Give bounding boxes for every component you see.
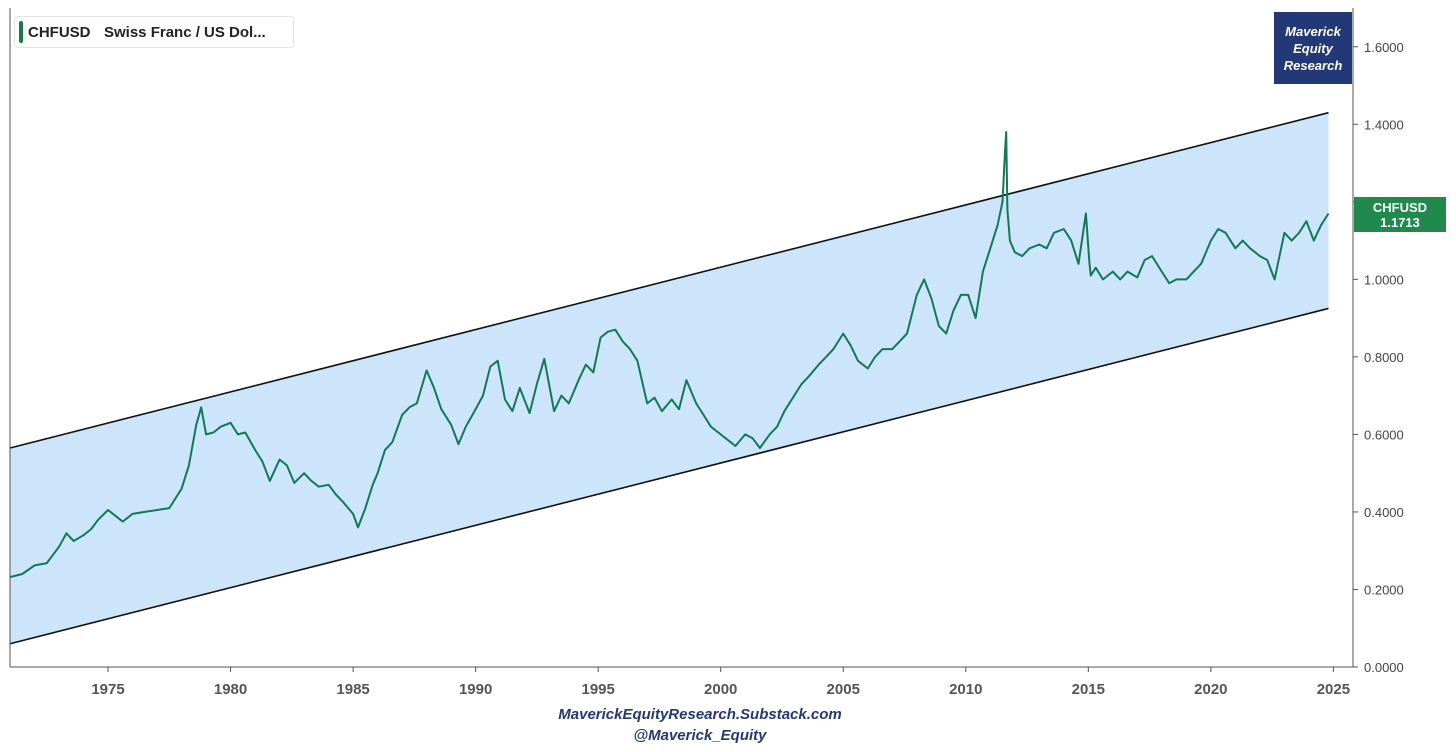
y-tick-label: 1.4000 [1364, 117, 1404, 132]
y-tick-label: 0.6000 [1364, 427, 1404, 442]
y-axis: 0.00000.20000.40000.60000.80001.00001.20… [1353, 40, 1404, 675]
price-line-group [9, 131, 1330, 579]
last-price-tag: CHFUSD 1.1713 [1354, 197, 1446, 232]
x-tick-label: 1985 [336, 681, 369, 698]
legend-swatch [19, 21, 23, 43]
channel-upper-line [9, 111, 1329, 449]
y-tick-label: 0.0000 [1364, 660, 1404, 675]
x-tick-label: 2005 [827, 681, 860, 698]
price-tag-symbol: CHFUSD [1372, 199, 1428, 215]
y-tick-label: 1.0000 [1364, 272, 1404, 287]
x-tick-label: 1995 [581, 681, 614, 698]
y-tick-label: 0.8000 [1364, 350, 1404, 365]
brand-line-2: Equity [1293, 40, 1333, 56]
channel-fill [10, 112, 1329, 644]
x-tick-label: 1980 [214, 681, 247, 698]
brand-logo: Maverick Equity Research [1274, 12, 1352, 84]
x-tick-label: 1975 [91, 681, 124, 698]
y-tick-label: 1.6000 [1364, 40, 1404, 55]
price-tag-value: 1.1713 [1380, 214, 1420, 230]
channel-lower-line [9, 307, 1329, 645]
y-tick-label: 0.2000 [1364, 582, 1404, 597]
brand-line-3: Research [1283, 57, 1343, 73]
legend-symbol: CHFUSD [28, 24, 91, 41]
x-tick-label: 2020 [1194, 681, 1227, 698]
plot-frame [9, 8, 1354, 668]
x-tick-label: 2000 [704, 681, 737, 698]
series-line-chfusd [9, 131, 1330, 579]
brand-line-1: Maverick [1285, 23, 1341, 39]
x-tick-label: 1990 [459, 681, 492, 698]
footer-site[interactable]: MaverickEquityResearch.Substack.com [558, 706, 842, 723]
y-tick-label: 0.4000 [1364, 505, 1404, 520]
x-tick-label: 2015 [1072, 681, 1105, 698]
x-axis: 1975 1980 1985 1990 1995 2000 2005 2010 2015 2020… [91, 667, 1350, 698]
x-tick-label: 2025 [1317, 681, 1350, 698]
channel [9, 111, 1329, 645]
x-tick-label: 2010 [949, 681, 982, 698]
legend-name: Swiss Franc / US Dol... [104, 24, 266, 41]
footer-handle[interactable]: @Maverick_Equity [633, 727, 767, 744]
legend[interactable]: CHFUSD Swiss Franc / US Dol... [14, 16, 294, 48]
